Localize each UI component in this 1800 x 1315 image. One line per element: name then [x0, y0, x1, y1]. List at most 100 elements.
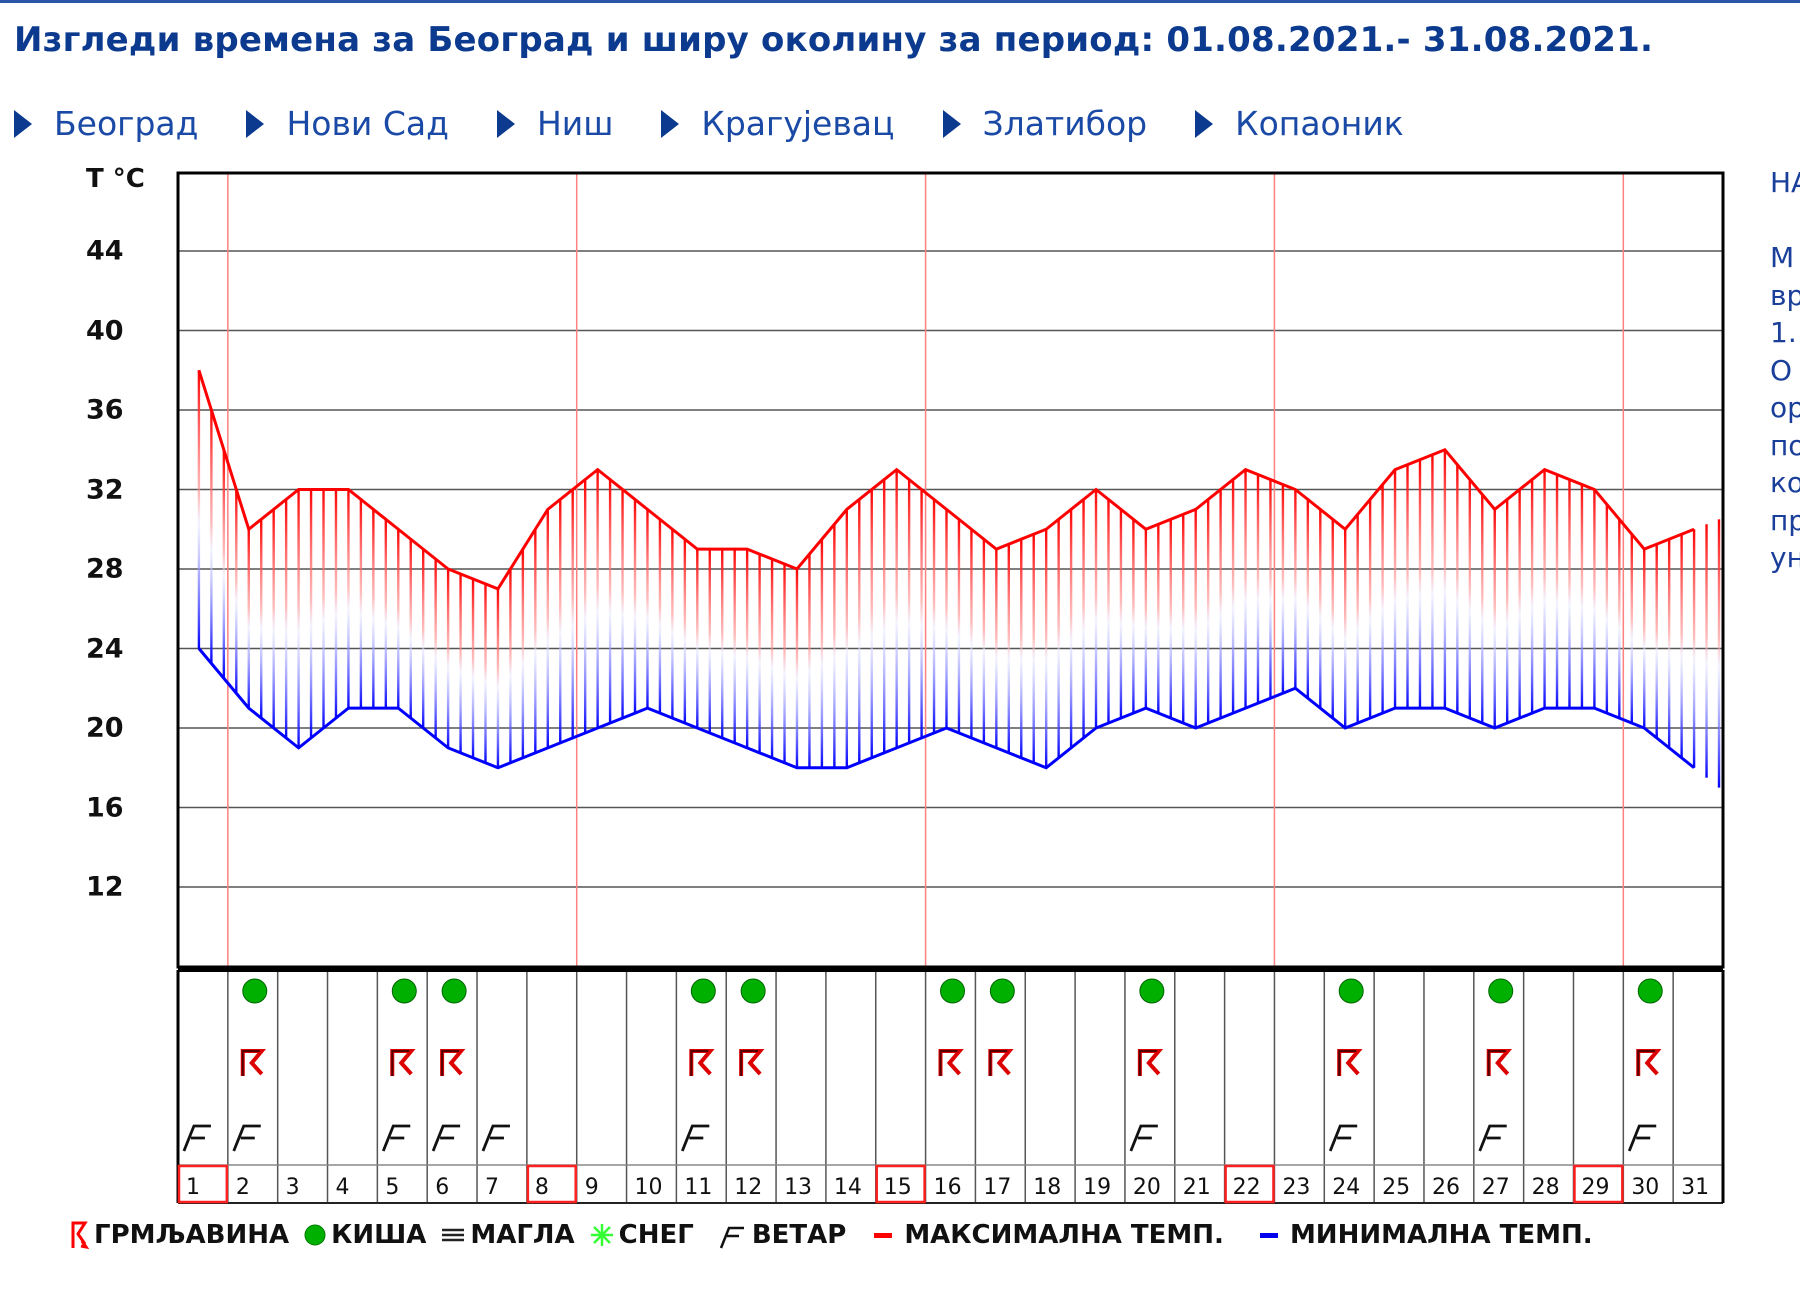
legend-label: СНЕГ	[618, 1220, 694, 1250]
rain-icon	[740, 978, 766, 1004]
thunderstorm-icon	[1337, 1049, 1363, 1076]
snow-icon	[590, 1224, 613, 1246]
day-label: 16	[934, 1175, 962, 1200]
day-label: 22	[1233, 1175, 1261, 1200]
legend-snow: СНЕГ	[589, 1220, 694, 1250]
rain-icon	[391, 978, 417, 1004]
legend-wind: ВЕТАР	[718, 1220, 847, 1250]
min-temp-icon	[1259, 1233, 1278, 1238]
nav-label: Копаоник	[1235, 104, 1404, 143]
nav-item-kragujevac[interactable]: Крагујевац	[661, 104, 895, 143]
y-axis-label: T °C	[86, 164, 145, 194]
thunderstorm-icon	[440, 1049, 466, 1076]
chevron-right-icon	[942, 109, 961, 138]
day-label: 1	[186, 1175, 200, 1200]
day-label: 29	[1581, 1175, 1609, 1200]
highlighted-day-box	[177, 1164, 229, 1204]
day-label: 15	[884, 1175, 912, 1200]
wind-icon	[182, 1124, 211, 1152]
legend-label: ГРМЉАВИНА	[94, 1220, 290, 1250]
y-tick-label: 32	[86, 474, 124, 505]
nav-item-kopaonik[interactable]: Копаоник	[1195, 104, 1404, 143]
description-text: НА М вр 1. О ор по ко пр ун	[1770, 166, 1800, 574]
wind-icon	[381, 1124, 411, 1152]
day-label: 13	[784, 1175, 812, 1200]
thunderstorm-icon	[938, 1049, 964, 1076]
phenomena-panel: 1 2 3 4 5 6 7 8 9 10 11 12 13 14 15 16 17 18 19 20 21 22 23 24 2…	[176, 968, 1725, 1204]
day-label: 11	[684, 1175, 712, 1200]
wind-icon	[1328, 1124, 1358, 1152]
highlighted-day-box	[1573, 1164, 1624, 1204]
day-label: 24	[1332, 1175, 1360, 1200]
day-label: 27	[1482, 1175, 1510, 1200]
day-label: 4	[336, 1175, 350, 1200]
nav-label: Београд	[54, 104, 199, 143]
thunderstorm-icon	[1137, 1049, 1164, 1076]
chevron-right-icon	[14, 109, 32, 138]
thunderstorm-icon	[71, 1221, 90, 1250]
legend-label: КИША	[331, 1220, 427, 1250]
legend-min-temp: МИНИМАЛНА ТЕМП.	[1259, 1220, 1593, 1250]
y-tick-label: 16	[86, 792, 124, 823]
legend-label: МАКСИМАЛНА ТЕМП.	[904, 1220, 1224, 1250]
y-tick-label: 40	[86, 315, 124, 346]
day-label: 12	[734, 1175, 762, 1200]
city-nav: Београд Нови Сад Ниш Крагујевац Златибор…	[14, 104, 1452, 143]
thunderstorm-icon	[1486, 1049, 1512, 1076]
y-tick-label: 28	[86, 553, 124, 585]
rain-icon	[304, 1224, 326, 1246]
day-label: 19	[1083, 1175, 1111, 1200]
day-label: 17	[983, 1175, 1011, 1200]
nav-label: Златибор	[982, 104, 1148, 143]
thunderstorm-icon	[689, 1049, 715, 1076]
day-label: 10	[635, 1175, 663, 1200]
rain-icon	[940, 978, 965, 1004]
day-label: 23	[1282, 1175, 1310, 1200]
nav-item-zlatibor[interactable]: Златибор	[942, 104, 1148, 143]
y-tick-label: 24	[86, 633, 124, 664]
thunderstorm-icon	[988, 1049, 1014, 1076]
wind-icon	[431, 1124, 461, 1152]
temperature-hatching	[197, 370, 1721, 788]
top-border	[0, 0, 1800, 3]
y-tick-label: 36	[86, 394, 124, 426]
nav-item-novi-sad[interactable]: Нови Сад	[246, 104, 449, 143]
nav-label: Крагујевац	[701, 104, 895, 143]
day-label: 26	[1432, 1175, 1460, 1200]
legend-label: МАГЛА	[470, 1220, 575, 1250]
y-tick-label: 12	[86, 871, 124, 903]
wind-icon	[1478, 1124, 1507, 1152]
thunderstorm-icon	[390, 1049, 416, 1076]
wind-icon	[481, 1124, 510, 1152]
day-label: 14	[834, 1175, 862, 1200]
nav-item-nis[interactable]: Ниш	[496, 104, 613, 143]
wind-icon	[1627, 1124, 1657, 1152]
wind-icon	[232, 1124, 261, 1152]
day-label: 25	[1382, 1175, 1410, 1200]
nav-item-beograd[interactable]: Београд	[14, 104, 198, 143]
day-label: 9	[585, 1175, 599, 1200]
day-label: 30	[1631, 1175, 1659, 1200]
min-temp-line	[197, 647, 1696, 770]
rain-icon	[1338, 978, 1364, 1004]
legend-max-temp: МАКСИМАЛНА ТЕМП.	[874, 1220, 1224, 1250]
rain-icon	[690, 978, 716, 1004]
rain-icon	[441, 978, 467, 1004]
highlighted-day-box	[875, 1164, 926, 1204]
chevron-right-icon	[246, 109, 265, 138]
chevron-right-icon	[661, 109, 680, 138]
fog-icon	[442, 1228, 465, 1242]
max-temp-icon	[874, 1233, 893, 1238]
thunderstorm-icon	[739, 1049, 765, 1076]
max-temp-line	[197, 369, 1695, 591]
y-tick-label: 44	[86, 235, 124, 267]
thunderstorm-icon	[1636, 1049, 1662, 1076]
legend-label: ВЕТАР	[751, 1220, 847, 1250]
day-label: 28	[1532, 1175, 1560, 1200]
day-label: 5	[385, 1175, 399, 1200]
wind-icon	[1129, 1124, 1158, 1152]
day-label: 6	[435, 1175, 449, 1200]
legend-rain: КИША	[303, 1220, 426, 1250]
day-label: 18	[1033, 1175, 1061, 1200]
